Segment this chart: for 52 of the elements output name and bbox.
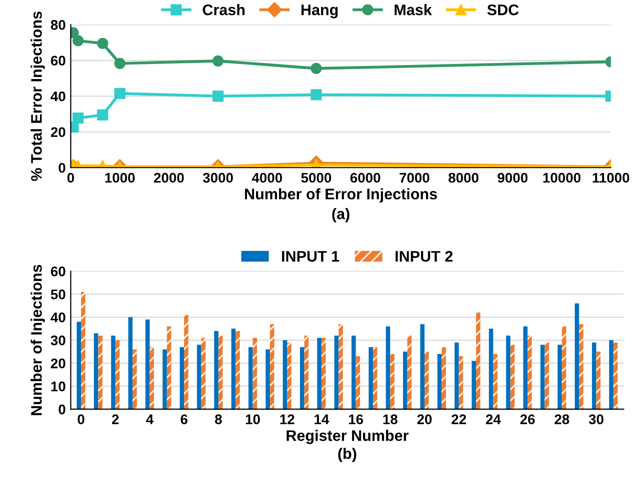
x-tick-label: 3000 <box>202 172 233 183</box>
x-tick-label: 2 <box>112 414 119 424</box>
x-tick-label: 24 <box>486 414 501 424</box>
legend-label: SDC <box>487 4 519 16</box>
legend-label: Hang <box>301 4 338 18</box>
x-tick-label: 1000 <box>105 172 135 183</box>
x-axis-title: Number of Error Injections <box>245 188 437 202</box>
x-tick-label: 5000 <box>301 172 332 183</box>
x-tick-label: 20 <box>417 414 432 424</box>
y-tick-label: 40 <box>50 312 66 322</box>
x-tick-label: 0 <box>78 414 84 424</box>
legend-label: INPUT 1 <box>282 251 340 262</box>
x-axis-title: Register Number <box>286 430 409 444</box>
x-tick-label: 26 <box>520 414 535 424</box>
x-tick-label: 12 <box>280 414 294 424</box>
x-tick-label: 11000 <box>592 172 630 183</box>
y-tick-label: 20 <box>50 127 66 138</box>
x-tick-label: 14 <box>314 414 330 424</box>
y-axis-title: % Total Error Injections <box>30 12 45 181</box>
y-tick-label: 0 <box>58 162 66 173</box>
y-tick-label: 30 <box>50 336 66 346</box>
x-tick-label: 4000 <box>252 172 282 183</box>
y-axis-title: Number of Injections <box>30 264 45 416</box>
x-tick-label: 0 <box>67 172 74 183</box>
legend-label: INPUT 2 <box>396 250 453 262</box>
y-tick-label: 60 <box>50 266 66 276</box>
y-tick-label: 80 <box>50 20 66 30</box>
x-tick-label: 30 <box>588 414 604 424</box>
y-tick-label: 10 <box>51 382 66 392</box>
x-tick-label: 9000 <box>498 172 528 183</box>
x-tick-label: 2000 <box>154 172 184 183</box>
legend-label: Crash <box>202 4 245 16</box>
x-tick-label: 10000 <box>543 172 580 183</box>
x-tick-label: 7000 <box>400 172 430 183</box>
y-tick-label: 0 <box>58 404 66 414</box>
y-tick-label: 60 <box>50 56 66 66</box>
y-tick-label: 40 <box>50 91 66 102</box>
x-tick-label: 8000 <box>448 172 478 183</box>
x-tick-label: 18 <box>383 414 398 424</box>
x-tick-label: 22 <box>452 414 466 424</box>
x-tick-label: 16 <box>348 414 364 424</box>
x-tick-label: 6000 <box>350 172 380 183</box>
y-tick-label: 50 <box>50 289 66 300</box>
x-tick-label: 28 <box>554 414 570 424</box>
y-tick-label: 20 <box>50 358 66 368</box>
legend-label: Mask <box>394 4 432 16</box>
x-tick-label: 4 <box>146 414 154 424</box>
text: (b) <box>338 448 356 462</box>
x-tick-label: 10 <box>246 414 260 424</box>
x-tick-label: 8 <box>215 414 222 424</box>
x-tick-label: 6 <box>180 414 188 424</box>
text: (a) <box>332 208 350 222</box>
